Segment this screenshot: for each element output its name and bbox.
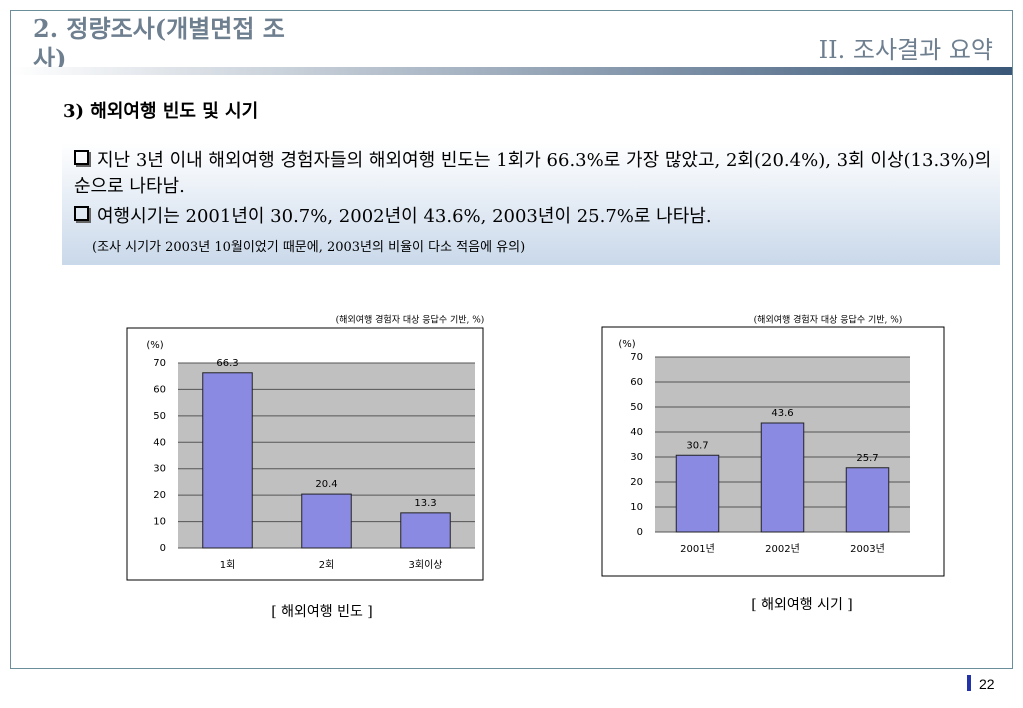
bar: [301, 493, 352, 549]
frame: [10, 10, 1013, 669]
bar: [760, 422, 805, 533]
x-tick-label: 3회이상: [409, 559, 443, 571]
y-tick-label: 30: [153, 464, 166, 475]
value-label: 20.4: [315, 479, 337, 490]
summary-box: [62, 143, 1000, 265]
bar: [675, 454, 720, 533]
y-tick-label: 10: [630, 502, 643, 513]
x-tick-label: 2001년: [680, 543, 715, 555]
y-tick-label: 0: [160, 543, 166, 554]
value-label: 13.3: [414, 498, 436, 509]
y-tick-label: 30: [630, 452, 643, 463]
value-label: 43.6: [771, 408, 793, 419]
x-tick-label: 1회: [220, 559, 236, 571]
bullet-text: 여행시기는 2001년이 30.7%, 2002년이 43.6%, 2003년이…: [97, 206, 712, 227]
value-label: 30.7: [686, 440, 708, 451]
bullet: 지난 3년 이내 해외여행 경험자들의 해외여행 빈도는 1회가 66.3%로 …: [74, 148, 994, 200]
y-axis-label: (%): [618, 339, 635, 350]
chart-subtitle: (해외여행 경험자 대상 응답수 기반, %): [336, 314, 485, 326]
bar: [845, 467, 890, 533]
y-tick-label: 60: [630, 377, 643, 388]
subheading: 3) 해외여행 빈도 및 시기: [63, 101, 259, 122]
value-label: 25.7: [856, 453, 878, 464]
y-tick-label: 60: [153, 384, 166, 395]
x-tick-label: 2회: [319, 559, 335, 571]
bullet-text: 지난 3년 이내 해외여행 경험자들의 해외여행 빈도는 1회가 66.3%로 …: [74, 150, 992, 197]
y-tick-label: 0: [637, 527, 643, 538]
bar: [202, 372, 253, 549]
y-tick-label: 40: [153, 437, 166, 448]
x-tick-label: 2002년: [765, 543, 800, 555]
x-tick-label: 2003년: [850, 543, 885, 555]
chart-caption: [ 해외여행 시기 ]: [751, 597, 853, 613]
chart-subtitle: (해외여행 경험자 대상 응답수 기반, %): [754, 314, 903, 326]
page-number: 22: [967, 675, 995, 692]
page-number-text: 22: [979, 676, 995, 692]
value-label: 66.3: [216, 358, 238, 369]
y-axis-label: (%): [146, 340, 163, 351]
y-tick-label: 50: [630, 402, 643, 413]
y-tick-label: 70: [630, 352, 643, 363]
section-title: II. 조사결과 요약: [818, 36, 993, 64]
y-tick-label: 20: [153, 490, 166, 501]
y-tick-label: 20: [630, 477, 643, 488]
y-tick-label: 40: [630, 427, 643, 438]
header-bar: [11, 67, 1012, 75]
chart-caption: [ 해외여행 빈도 ]: [271, 604, 373, 620]
y-tick-label: 50: [153, 411, 166, 422]
bar: [400, 512, 451, 549]
note: (조사 시기가 2003년 10월이었기 때문에, 2003년의 비율이 다소 …: [92, 240, 526, 255]
bullet: 여행시기는 2001년이 30.7%, 2002년이 43.6%, 2003년이…: [74, 204, 994, 230]
y-tick-label: 70: [153, 358, 166, 369]
y-tick-label: 10: [153, 517, 166, 528]
